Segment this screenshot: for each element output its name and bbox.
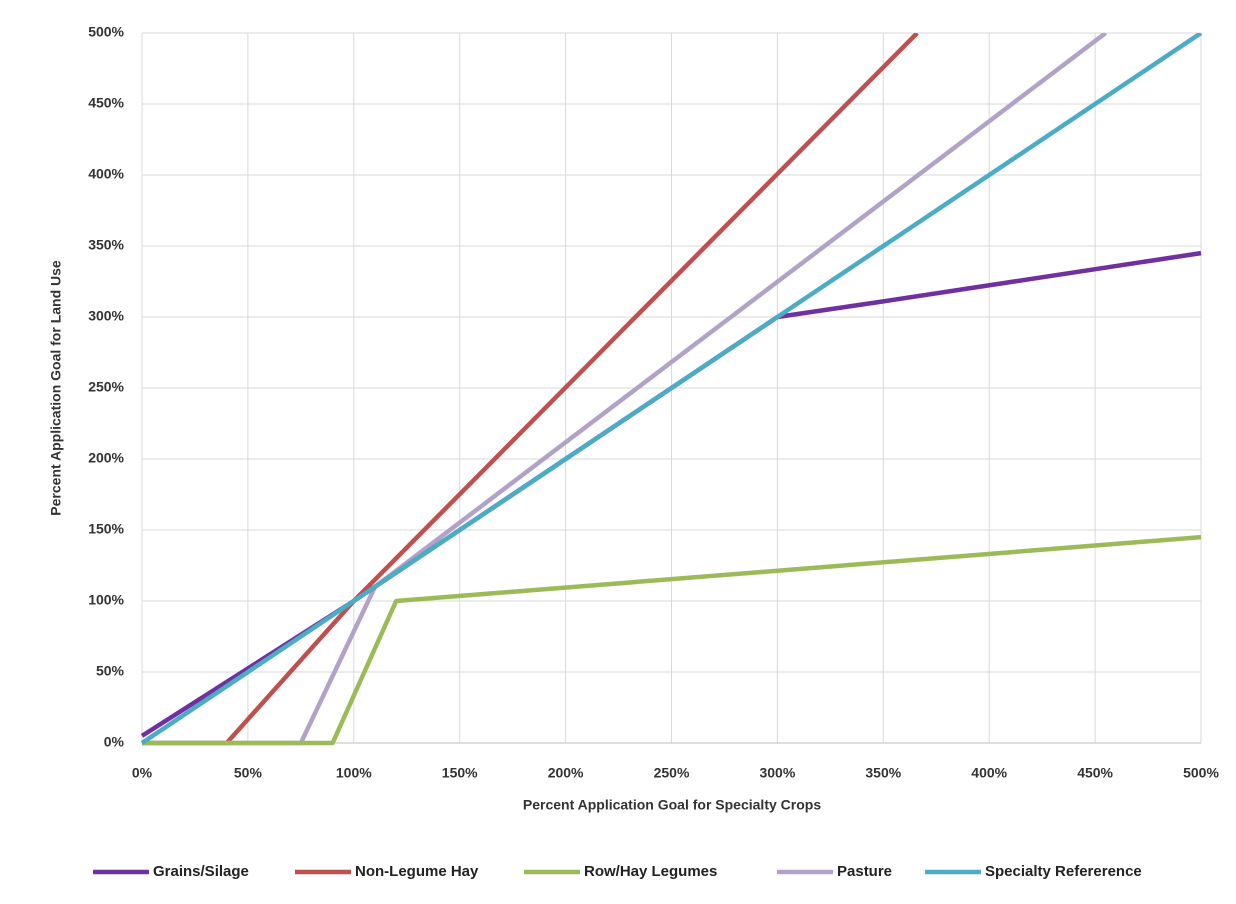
y-tick-label: 450% (88, 95, 124, 111)
x-tick-label: 450% (1077, 765, 1113, 781)
x-tick-label: 350% (865, 765, 901, 781)
y-tick-label: 200% (88, 450, 124, 466)
y-tick-label: 300% (88, 308, 124, 324)
y-tick-label: 500% (88, 24, 124, 40)
legend-label: Grains/Silage (153, 863, 249, 880)
legend-label: Pasture (837, 863, 892, 880)
y-tick-label: 50% (96, 663, 125, 679)
x-tick-label: 0% (132, 765, 153, 781)
y-axis-title: Percent Application Goal for Land Use (48, 260, 64, 516)
y-tick-label: 400% (88, 166, 124, 182)
chart: Percent Application Goal for Specialty C… (0, 0, 1236, 904)
y-tick-label: 100% (88, 592, 124, 608)
x-tick-label: 50% (234, 765, 263, 781)
x-tick-label: 300% (759, 765, 795, 781)
x-tick-label: 100% (336, 765, 372, 781)
x-tick-label: 200% (548, 765, 584, 781)
y-tick-label: 350% (88, 237, 124, 253)
x-axis-title: Percent Application Goal for Specialty C… (523, 797, 821, 813)
legend-label: Specialty Refererence (985, 863, 1142, 880)
legend-label: Row/Hay Legumes (584, 863, 717, 880)
y-tick-label: 250% (88, 379, 124, 395)
y-tick-label: 0% (104, 734, 125, 750)
x-tick-label: 500% (1183, 765, 1219, 781)
x-tick-label: 150% (442, 765, 478, 781)
y-tick-label: 150% (88, 521, 124, 537)
legend-label: Non-Legume Hay (355, 863, 479, 880)
x-tick-label: 400% (971, 765, 1007, 781)
x-tick-label: 250% (654, 765, 690, 781)
